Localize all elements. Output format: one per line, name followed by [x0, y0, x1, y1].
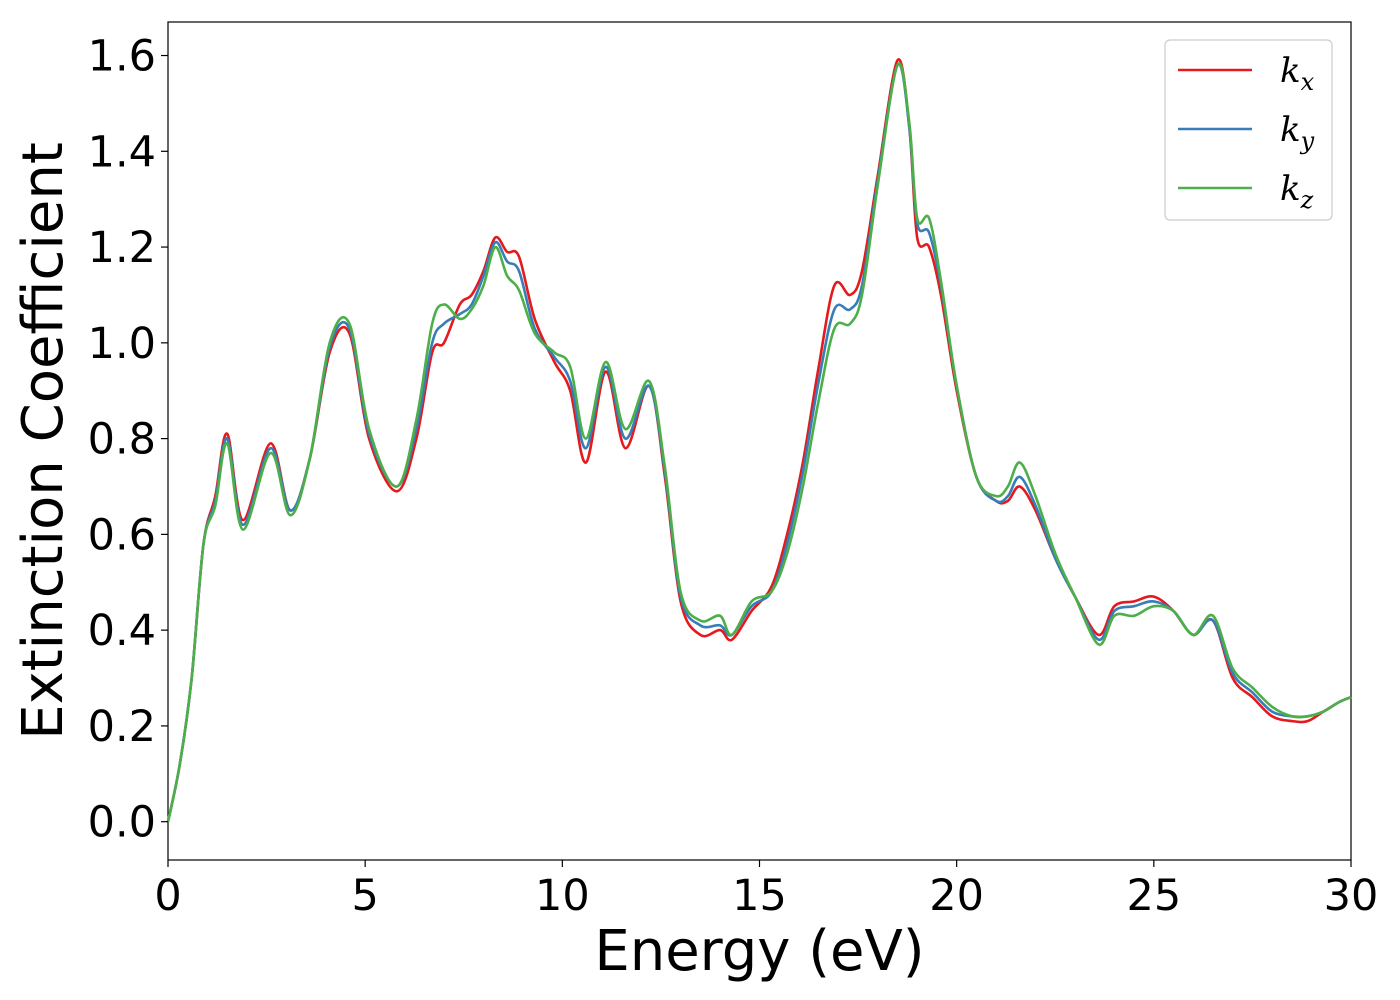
- legend-entries: kx ky kz: [1178, 51, 1315, 214]
- x-axis-ticks: 0 5 10 15 20 25 30: [154, 860, 1378, 921]
- y-tick-label: 1.2: [88, 223, 156, 273]
- series-line-kz: [166, 62, 1352, 822]
- y-axis-label: Extinction Coefficient: [11, 142, 76, 740]
- y-tick-label: 0.8: [88, 415, 156, 465]
- x-tick-label: 20: [929, 871, 984, 921]
- y-tick-label: 1.6: [88, 32, 156, 82]
- y-tick-label: 0.2: [88, 702, 156, 752]
- x-axis-label: Energy (eV): [594, 919, 924, 984]
- x-tick-label: 5: [351, 871, 378, 921]
- series-layer: [166, 58, 1352, 822]
- legend-label-ky: ky: [1280, 110, 1315, 155]
- y-tick-label: 0.0: [88, 798, 156, 848]
- legend: kx ky kz: [1164, 39, 1333, 221]
- x-tick-label: 15: [732, 871, 787, 921]
- y-tick-label: 0.6: [88, 510, 156, 560]
- y-tick-label: 1.4: [88, 127, 156, 177]
- x-tick-label: 30: [1324, 871, 1379, 921]
- x-tick-label: 10: [535, 871, 590, 921]
- x-tick-label: 25: [1126, 871, 1181, 921]
- legend-label-kx: kx: [1280, 51, 1315, 96]
- legend-label-kz: kz: [1280, 169, 1314, 214]
- y-tick-label: 1.0: [88, 319, 156, 369]
- y-axis-ticks: 0.0 0.2 0.4 0.6 0.8 1.0 1.2 1.4 1.6: [88, 32, 168, 848]
- x-tick-label: 0: [154, 871, 181, 921]
- y-tick-label: 0.4: [88, 606, 156, 656]
